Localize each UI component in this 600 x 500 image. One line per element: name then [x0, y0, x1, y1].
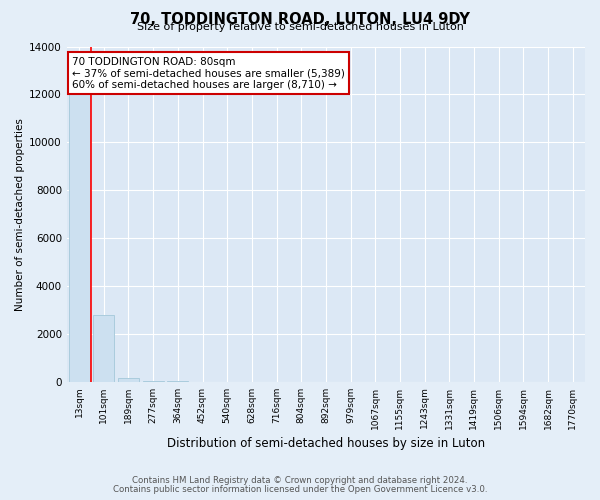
- Bar: [143, 381, 164, 382]
- Text: Contains HM Land Registry data © Crown copyright and database right 2024.: Contains HM Land Registry data © Crown c…: [132, 476, 468, 485]
- Text: Size of property relative to semi-detached houses in Luton: Size of property relative to semi-detach…: [137, 22, 463, 32]
- X-axis label: Distribution of semi-detached houses by size in Luton: Distribution of semi-detached houses by …: [167, 437, 485, 450]
- Bar: [118, 378, 139, 382]
- Y-axis label: Number of semi-detached properties: Number of semi-detached properties: [15, 118, 25, 310]
- Text: 70 TODDINGTON ROAD: 80sqm
← 37% of semi-detached houses are smaller (5,389)
60% : 70 TODDINGTON ROAD: 80sqm ← 37% of semi-…: [72, 56, 345, 90]
- Bar: [68, 52, 89, 382]
- Bar: [94, 314, 114, 382]
- Text: Contains public sector information licensed under the Open Government Licence v3: Contains public sector information licen…: [113, 485, 487, 494]
- Text: 70, TODDINGTON ROAD, LUTON, LU4 9DY: 70, TODDINGTON ROAD, LUTON, LU4 9DY: [130, 12, 470, 28]
